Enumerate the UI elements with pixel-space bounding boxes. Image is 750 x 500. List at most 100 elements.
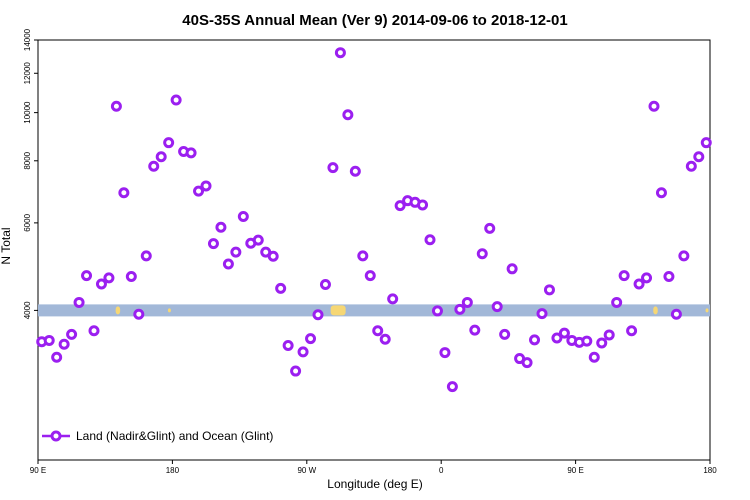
data-point [476, 248, 488, 260]
data-point [536, 308, 548, 320]
data-point [125, 271, 137, 283]
data-point [297, 346, 309, 358]
y-tick-label: 10000 [23, 101, 32, 124]
data-points [36, 47, 712, 393]
y-tick-label: 4000 [23, 301, 32, 319]
data-point [95, 278, 107, 290]
data-point [200, 180, 212, 192]
data-point [163, 137, 175, 149]
data-point [349, 165, 361, 177]
data-point [155, 151, 167, 163]
chart-title: 40S-35S Annual Mean (Ver 9) 2014-09-06 t… [182, 12, 567, 29]
plot-frame [37, 39, 711, 461]
data-point [342, 109, 354, 121]
data-point [118, 187, 130, 199]
data-point [491, 301, 503, 313]
data-point [678, 250, 690, 262]
data-point [387, 293, 399, 305]
data-point [394, 200, 406, 212]
data-point [469, 324, 481, 336]
y-tick-label: 14000 [23, 28, 32, 51]
land-patch [653, 306, 658, 315]
x-tick-label: 90 E [30, 466, 46, 475]
data-point [237, 210, 249, 222]
data-point [551, 332, 563, 344]
data-point [215, 221, 227, 233]
data-point [222, 258, 234, 270]
data-point [305, 333, 317, 345]
data-point [670, 308, 682, 320]
data-point [140, 250, 152, 262]
data-point [43, 334, 55, 346]
data-point [581, 335, 593, 347]
land-patch [115, 306, 121, 315]
x-tick-label: 90 E [567, 466, 583, 475]
data-point [319, 278, 331, 290]
data-point [364, 270, 376, 282]
y-axis: 4000 6000 8000 10000 12000 14000 [23, 28, 38, 319]
data-point [454, 303, 466, 315]
data-point [372, 325, 384, 337]
x-axis: 90 E 180 90 W 0 90 E 180 [30, 460, 717, 475]
data-point [88, 325, 100, 337]
land-patch [705, 308, 709, 313]
data-point [626, 325, 638, 337]
data-point [596, 337, 608, 349]
data-point [558, 327, 570, 339]
data-point [81, 270, 93, 282]
data-point [685, 160, 697, 172]
data-point [618, 270, 630, 282]
data-point [290, 365, 302, 377]
data-point [275, 282, 287, 294]
land-patch [330, 305, 346, 316]
data-point [431, 305, 443, 317]
data-point [446, 381, 458, 393]
data-point [603, 329, 615, 341]
y-tick-label: 6000 [23, 213, 32, 231]
data-point [633, 278, 645, 290]
data-point [379, 333, 391, 345]
data-point [439, 347, 451, 359]
legend: Land (Nadir&Glint) and Ocean (Glint) [42, 429, 273, 443]
data-point [641, 272, 653, 284]
land-patch [167, 308, 171, 313]
data-point [230, 246, 242, 258]
x-tick-label: 180 [703, 466, 717, 475]
data-point [252, 234, 264, 246]
data-point [110, 100, 122, 112]
data-point [103, 272, 115, 284]
data-point [499, 328, 511, 340]
data-point [611, 296, 623, 308]
y-tick-label: 8000 [23, 151, 32, 169]
x-tick-label: 0 [439, 466, 444, 475]
data-point [588, 351, 600, 363]
data-point [185, 147, 197, 159]
data-point [133, 308, 145, 320]
data-point [267, 250, 279, 262]
data-point [51, 351, 63, 363]
y-axis-label: N Total [0, 227, 13, 264]
data-point [461, 296, 473, 308]
data-point [663, 271, 675, 283]
data-point [521, 357, 533, 369]
data-point [357, 250, 369, 262]
data-point [424, 234, 436, 246]
data-point [282, 339, 294, 351]
data-point [327, 162, 339, 174]
legend-marker [50, 430, 62, 442]
x-tick-label: 180 [166, 466, 180, 475]
data-point [58, 338, 70, 350]
data-point [693, 151, 705, 163]
data-point [484, 222, 496, 234]
x-axis-label: Longitude (deg E) [327, 477, 422, 491]
data-point [417, 199, 429, 211]
data-point [193, 185, 205, 197]
data-point [148, 160, 160, 172]
data-point [655, 187, 667, 199]
data-point [312, 309, 324, 321]
data-point [700, 137, 712, 149]
data-point [543, 284, 555, 296]
x-tick-label: 90 W [297, 466, 316, 475]
data-point [170, 94, 182, 106]
